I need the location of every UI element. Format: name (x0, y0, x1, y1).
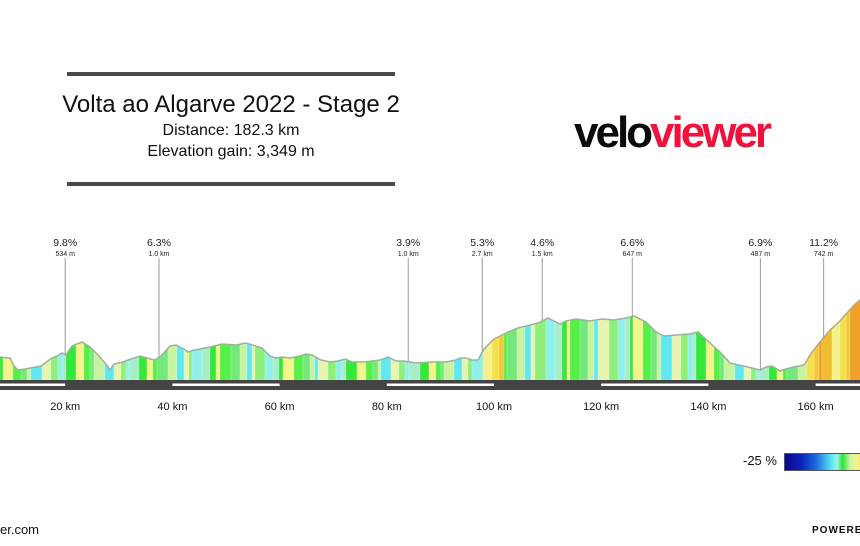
title-rule-bottom (67, 182, 395, 186)
gradient-colored-area (0, 300, 860, 380)
svg-text:9.8%: 9.8% (53, 237, 77, 249)
svg-text:1.0 km: 1.0 km (148, 251, 169, 258)
x-axis-tick-label: 60 km (264, 401, 295, 413)
gradient-legend-bar (784, 453, 860, 471)
logo-part-velo: velo (574, 108, 653, 157)
x-axis-tick-label: 40 km (157, 401, 188, 413)
climb-markers: 9.8% 534 m 6.3% 1.0 km 3.9% 1.0 km 5.3% 2.7 km 4… (53, 237, 838, 370)
svg-text:6.6%: 6.6% (620, 237, 644, 249)
x-axis-tick-label: 100 km (475, 401, 513, 413)
svg-text:1.5 km: 1.5 km (532, 251, 553, 258)
x-axis-tick-label: 20 km (50, 401, 81, 413)
svg-text:11.2%: 11.2% (809, 237, 838, 249)
title-block: Volta ao Algarve 2022 - Stage 2 Distance… (0, 90, 462, 162)
svg-text:1.0 km: 1.0 km (398, 251, 419, 258)
elevation-profile-chart: 9.8% 534 m 6.3% 1.0 km 3.9% 1.0 km 5.3% 2.7 km 4… (0, 237, 860, 390)
page-title: Volta ao Algarve 2022 - Stage 2 (62, 91, 400, 118)
svg-text:3.9%: 3.9% (396, 237, 420, 249)
svg-text:4.6%: 4.6% (530, 237, 554, 249)
x-axis-tick-label: 80 km (371, 401, 402, 413)
footer-url: er.com (0, 522, 40, 537)
logo-part-viewer: viewer (650, 108, 772, 157)
svg-text:2.7 km: 2.7 km (472, 251, 493, 258)
svg-text:6.3%: 6.3% (147, 237, 171, 249)
svg-text:534 m: 534 m (55, 251, 75, 258)
footer-powered-by: POWERED (812, 525, 860, 536)
distance-bar-stripes (0, 383, 860, 386)
svg-text:742 m: 742 m (814, 251, 834, 258)
svg-text:487 m: 487 m (751, 251, 771, 258)
svg-text:6.9%: 6.9% (748, 237, 772, 249)
x-axis-tick-label: 120 km (583, 401, 620, 413)
x-axis-tick-label: 160 km (797, 401, 834, 413)
distance-label: Distance: 182.3 km (162, 122, 300, 139)
elevation-gain-label: Elevation gain: 3,349 m (147, 143, 315, 160)
svg-text:5.3%: 5.3% (470, 237, 494, 249)
x-axis-tick-label: 140 km (690, 401, 727, 413)
legend-min-label: -25 % (743, 453, 777, 468)
title-rule-top (67, 72, 395, 76)
profile-outline (0, 299, 860, 372)
svg-text:647 m: 647 m (623, 251, 643, 258)
veloviewer-logo: veloviewer (574, 108, 772, 158)
